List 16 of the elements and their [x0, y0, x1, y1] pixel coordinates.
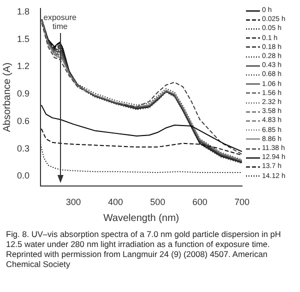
y-tick-label: 0.3 [16, 143, 30, 154]
x-axis-title: Wavelength (nm) [103, 212, 180, 224]
x-tick-label: 400 [108, 197, 124, 208]
y-tick-label: 0.0 [16, 170, 30, 181]
x-tick-label: 300 [66, 197, 81, 208]
y-tick-label: 1.2 [16, 61, 30, 72]
y-tick-label: 1.8 [16, 6, 30, 17]
y-axis-title: Absorbance (A) [2, 62, 13, 132]
annotation: exposure time [42, 13, 78, 31]
y-tick-label: 1.5 [16, 34, 30, 44]
x-tick-label: 600 [192, 197, 208, 208]
x-tick-label: 700 [234, 197, 250, 208]
x-tick-label: 500 [150, 197, 166, 208]
caption: Fig. 8. UV–vis absorption spectra of a 7.0 nm gold particle dispersion in pH 12.5 water under 280 nm light irradiation as a function of exposure time. Reprinted with permission from Langmuir 24 (9) (2008) 4507. American Chemical Society [5, 228, 282, 269]
y-tick-label: 0.6 [16, 116, 30, 126]
y-tick-label: 0.9 [16, 88, 30, 99]
